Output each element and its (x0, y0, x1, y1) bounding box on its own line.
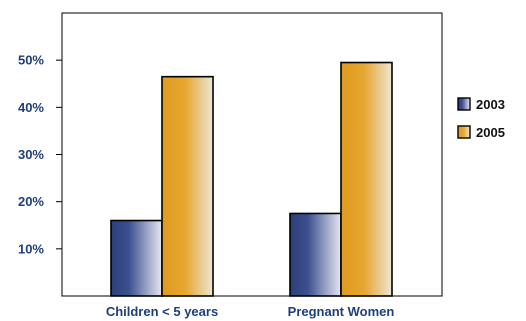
bars (110, 61, 393, 297)
y-axis-ticks: 10% 20% 30% 40% 50% (18, 53, 62, 256)
y-tick-label: 30% (18, 147, 44, 162)
x-category-label: Pregnant Women (288, 304, 395, 319)
x-category-label: Children < 5 years (106, 304, 218, 319)
bar-2003-pregnant-women (289, 212, 342, 297)
legend-swatch-2003 (457, 97, 471, 111)
legend: 2003 2005 (457, 97, 505, 140)
bar-2005-pregnant-women (340, 61, 393, 297)
legend-swatch-2005 (457, 125, 471, 139)
y-tick-label: 20% (18, 194, 44, 209)
y-tick-label: 10% (18, 241, 44, 256)
y-tick-label: 50% (18, 53, 44, 68)
x-axis-labels: Children < 5 years Pregnant Women (106, 304, 395, 319)
y-tick-label: 40% (18, 100, 44, 115)
bar-2003-children (110, 219, 163, 297)
bar-2005-children (161, 75, 214, 297)
legend-label-2005: 2005 (476, 125, 505, 140)
legend-label-2003: 2003 (476, 97, 505, 112)
